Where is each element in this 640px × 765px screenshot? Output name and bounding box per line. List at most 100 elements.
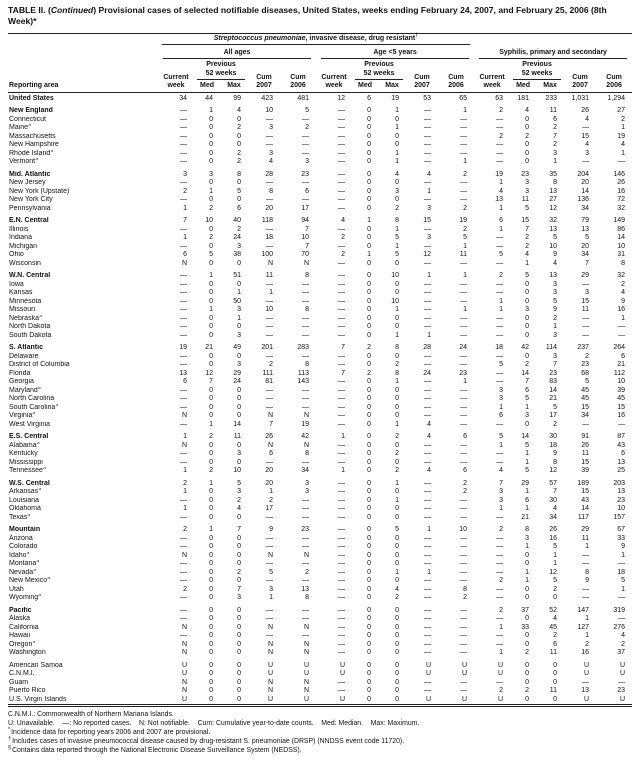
value-cell: —: [266, 615, 273, 623]
spanner-rest-text: , invasive disease, drug resistant: [305, 34, 416, 42]
reporting-area-cell: Georgia: [9, 378, 34, 386]
value-cell: 3: [237, 594, 241, 602]
table-row: Colorado — 0 0 — — — 0 0 — — — 1 5 1 9: [8, 543, 632, 552]
col-max-syphilis: Max: [536, 81, 565, 93]
table-row: Idaho§ N 0 0 N N — 0 0 — — — 0 1 — 1: [8, 552, 632, 561]
section-footnote-mark: §: [38, 594, 42, 598]
value-cell: —: [338, 450, 345, 458]
reporting-area-cell: West Virginia: [9, 420, 50, 428]
value-cell: 2: [395, 467, 399, 475]
value-cell: —: [424, 403, 431, 411]
value-cell: —: [460, 352, 468, 360]
value-cell: 0: [367, 204, 371, 212]
value-cell: —: [496, 632, 504, 640]
table-row: Michigan — 0 3 — 7 — 0 1 — 1 — 2 10 20 10: [8, 243, 632, 252]
value-cell: 11: [581, 450, 590, 458]
table-row: Maryland§ — 0 0 — — — 0 0 — — 3 6 14 45 39: [8, 387, 632, 396]
value-cell: 3: [427, 204, 431, 212]
value-cell: 0: [209, 585, 213, 593]
value-cell: 0: [209, 280, 213, 288]
value-cell: 6: [305, 187, 309, 195]
value-cell: 0: [395, 661, 399, 669]
value-cell: N: [303, 640, 309, 648]
reporting-area-cell: Mid. Atlantic: [9, 170, 51, 178]
value-cell: 276: [613, 623, 626, 631]
value-cell: 15: [581, 132, 590, 140]
table-row: Hawaii — 0 0 — — — 0 0 — — — 0 2 1 4: [8, 632, 632, 641]
value-cell: —: [338, 242, 345, 250]
reporting-area-cell: Indiana: [9, 234, 32, 242]
value-cell: —: [424, 687, 431, 695]
value-cell: 0: [367, 323, 371, 331]
value-cell: 1: [621, 124, 626, 132]
value-cell: 0: [367, 115, 371, 123]
value-cell: 15: [581, 458, 590, 466]
value-cell: 1: [395, 479, 399, 487]
value-cell: 1: [395, 158, 399, 166]
table-row: Minnesota —0 50— — —0 10— —1 0 5 15 9: [8, 298, 632, 307]
value-cell: N: [303, 678, 309, 686]
value-cell: 0: [367, 306, 371, 314]
value-cell: 13: [581, 225, 590, 233]
section-footnote-mark: §: [55, 403, 59, 408]
value-cell: 14: [549, 386, 558, 394]
value-cell: 0: [525, 141, 530, 149]
value-cell: —: [460, 331, 468, 339]
value-cell: 3: [237, 306, 241, 314]
value-cell: U: [584, 661, 590, 669]
value-cell: 0: [395, 196, 399, 204]
value-cell: 2: [395, 361, 399, 369]
value-cell: —: [460, 412, 468, 420]
value-cell: —: [338, 412, 345, 420]
reporting-area-cell: North Carolina: [9, 395, 55, 403]
value-cell: 16: [617, 306, 626, 314]
value-cell: U: [462, 661, 468, 669]
reporting-area-cell: Alabama§: [8, 442, 158, 451]
reporting-area-cell: Montana§: [8, 560, 158, 569]
value-cell: —: [180, 132, 187, 140]
col-prev52-syphilis: Previous 52 weeks: [510, 60, 564, 81]
value-cell: 42: [521, 344, 530, 352]
value-cell: 10: [549, 242, 558, 250]
value-cell: 4: [621, 289, 626, 297]
value-cell: 0: [209, 361, 213, 369]
value-cell: 33: [521, 623, 530, 631]
value-cell: 2: [305, 124, 309, 132]
value-cell: U: [425, 661, 431, 669]
value-cell: 13: [617, 458, 626, 466]
value-cell: —: [460, 632, 468, 640]
value-cell: 3: [525, 179, 530, 187]
reporting-area-cell: South Carolina§: [8, 404, 158, 413]
value-cell: —: [460, 179, 468, 187]
value-cell: 0: [395, 649, 399, 657]
value-cell: —: [266, 386, 273, 394]
value-cell: —: [496, 259, 504, 267]
value-cell: 2: [367, 344, 371, 352]
reporting-area-cell: Texas§: [8, 514, 158, 523]
value-cell: —: [496, 594, 504, 602]
value-cell: 11: [549, 107, 558, 115]
value-cell: 7: [269, 420, 273, 428]
value-cell: —: [618, 594, 626, 602]
value-cell: 0: [367, 107, 371, 115]
value-cell: —: [496, 141, 504, 149]
value-cell: 11: [459, 251, 468, 259]
value-cell: 0: [367, 361, 371, 369]
value-cell: —: [302, 280, 309, 288]
value-cell: 3: [553, 280, 558, 288]
value-cell: —: [180, 297, 187, 305]
value-cell: 0: [367, 670, 371, 678]
value-cell: —: [424, 314, 431, 322]
value-cell: 6: [621, 352, 626, 360]
value-cell: —: [460, 297, 468, 305]
value-cell: 0: [209, 606, 213, 614]
value-cell: —: [302, 560, 309, 568]
table-row: South Dakota — 0 3 — — — 0 1 1 — — 0 3 — —: [8, 332, 632, 341]
value-cell: —: [582, 314, 590, 322]
value-cell: 0: [209, 132, 213, 140]
value-cell: —: [338, 204, 345, 212]
value-cell: 5: [305, 107, 309, 115]
col-cum2007-under5: Cum 2007: [406, 60, 438, 93]
table-row: Kentucky — 0 3 6 8 — 0 2 — — — 1 9 11 6: [8, 450, 632, 459]
reporting-area-cell: Idaho§: [8, 552, 158, 561]
